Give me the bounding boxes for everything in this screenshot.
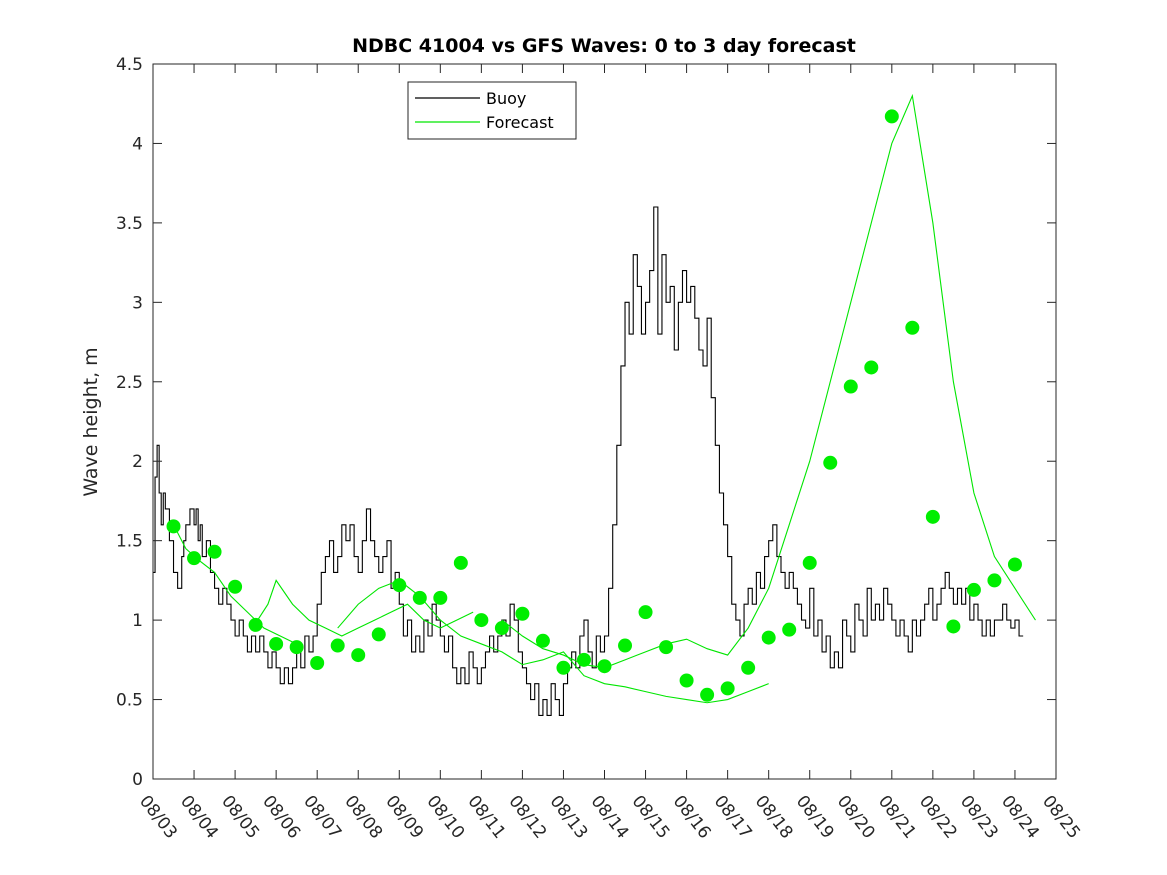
forecast-marker (310, 656, 325, 671)
y-tick-label: 4 (132, 134, 143, 154)
forecast-marker (248, 617, 263, 632)
forecast-marker (987, 573, 1002, 588)
forecast-marker (515, 606, 530, 621)
legend-buoy-label: Buoy (486, 89, 526, 108)
forecast-marker (1007, 557, 1022, 572)
y-tick-label: 3.5 (116, 214, 143, 234)
y-axis-label: Wave height, m (80, 347, 102, 496)
y-tick-label: 2 (132, 452, 143, 472)
forecast-marker (207, 544, 222, 559)
forecast-marker (412, 590, 427, 605)
buoy-line (153, 206, 1024, 716)
forecast-marker (741, 660, 756, 675)
forecast-line-2 (337, 579, 769, 704)
plot-area: 00.511.522.533.544.5 08/0308/0408/0508/0… (116, 55, 1084, 843)
forecast-marker (166, 519, 181, 534)
forecast-marker (864, 360, 879, 375)
forecast-marker (966, 582, 981, 597)
forecast-marker (618, 638, 633, 653)
forecast-marker (843, 379, 858, 394)
forecast-marker (925, 509, 940, 524)
legend: Buoy Forecast (407, 81, 577, 140)
y-tick-label: 3 (132, 293, 143, 313)
forecast-layer (173, 93, 1036, 704)
forecast-marker (494, 621, 509, 636)
forecast-marker (761, 630, 776, 645)
forecast-marker (638, 605, 653, 620)
forecast-marker (576, 652, 591, 667)
forecast-marker (289, 640, 304, 655)
forecast-marker (802, 555, 817, 570)
forecast-marker (351, 648, 366, 663)
y-tick-label: 0.5 (116, 691, 143, 711)
forecast-marker (433, 590, 448, 605)
forecast-marker (905, 320, 920, 335)
forecast-line-1 (255, 579, 474, 637)
legend-forecast-label: Forecast (486, 113, 554, 132)
forecast-marker (946, 619, 961, 634)
forecast-marker (556, 660, 571, 675)
chart-title: NDBC 41004 vs GFS Waves: 0 to 3 day fore… (352, 35, 856, 57)
forecast-marker (371, 627, 386, 642)
legend-box (407, 81, 577, 140)
forecast-marker (453, 555, 468, 570)
forecast-marker (392, 578, 407, 593)
forecast-marker (269, 636, 284, 651)
forecast-marker (782, 622, 797, 637)
y-tick-label: 1.5 (116, 532, 143, 552)
forecast-marker (679, 673, 694, 688)
forecast-marker (720, 681, 735, 696)
forecast-marker (474, 613, 489, 628)
forecast-marker (228, 579, 243, 594)
forecast-marker (700, 687, 715, 702)
forecast-marker (659, 640, 674, 655)
y-tick-label: 0 (132, 770, 143, 790)
forecast-marker (884, 109, 899, 124)
forecast-line-0 (173, 524, 297, 645)
y-tick-label: 2.5 (116, 373, 143, 393)
buoy-layer (153, 206, 1024, 716)
forecast-marker (535, 633, 550, 648)
forecast-marker (187, 551, 202, 566)
y-ticks: 0 0.5 1 1.5 2 2.5 3 3.5 4 4.5 (116, 55, 1056, 790)
forecast-line-3 (501, 93, 1036, 669)
forecast-marker (330, 638, 345, 653)
y-tick-label: 1 (132, 611, 143, 631)
forecast-marker (597, 659, 612, 674)
forecast-marker (823, 455, 838, 470)
marker-layer (166, 109, 1022, 702)
y-tick-label: 4.5 (116, 55, 143, 75)
